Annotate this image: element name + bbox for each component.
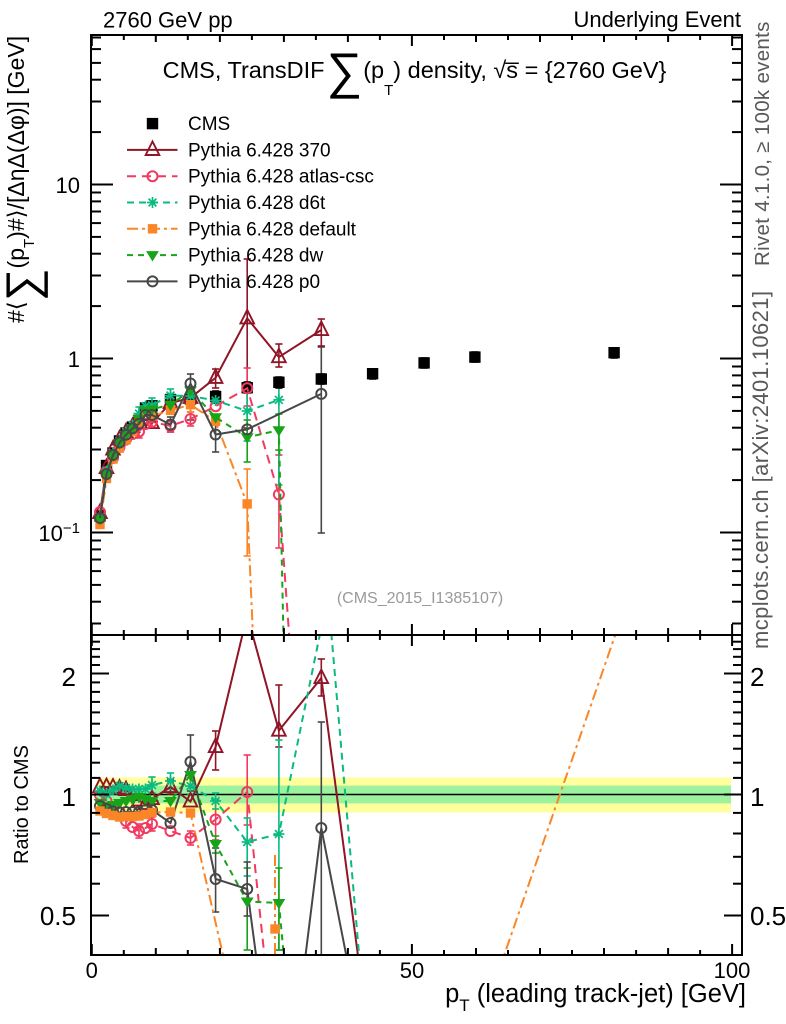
svg-text:Underlying Event: Underlying Event xyxy=(573,7,741,32)
svg-text:50: 50 xyxy=(400,958,424,983)
svg-text:#⟨∑(pT)#⟩/[ΔηΔ(Δφ)] [GeV]: #⟨∑(pT)#⟩/[ΔηΔ(Δφ)] [GeV] xyxy=(0,36,48,323)
svg-text:Pythia 6.428 dw: Pythia 6.428 dw xyxy=(188,246,323,267)
svg-text:10: 10 xyxy=(56,173,80,198)
svg-text:Pythia 6.428 p0: Pythia 6.428 p0 xyxy=(188,272,320,293)
svg-text:1: 1 xyxy=(62,782,76,812)
svg-text:1: 1 xyxy=(750,782,764,812)
svg-text:Pythia 6.428 d6t: Pythia 6.428 d6t xyxy=(188,193,326,214)
svg-text:Ratio to CMS: Ratio to CMS xyxy=(11,745,33,864)
svg-text:2: 2 xyxy=(62,662,76,692)
svg-text:2: 2 xyxy=(750,662,764,692)
svg-text:1: 1 xyxy=(68,347,80,372)
svg-text:0.5: 0.5 xyxy=(750,901,786,931)
svg-text:Pythia 6.428 370: Pythia 6.428 370 xyxy=(188,140,331,161)
svg-text:Pythia 6.428 atlas-csc: Pythia 6.428 atlas-csc xyxy=(188,167,374,188)
svg-text:0: 0 xyxy=(86,958,98,983)
svg-text:Pythia 6.428 default: Pythia 6.428 default xyxy=(188,219,357,240)
svg-text:mcplots.cern.ch [arXiv:2401.10: mcplots.cern.ch [arXiv:2401.10621] xyxy=(748,291,773,649)
svg-text:(CMS_2015_I1385107): (CMS_2015_I1385107) xyxy=(337,590,503,607)
svg-text:0.5: 0.5 xyxy=(40,901,76,931)
svg-text:2760 GeV pp: 2760 GeV pp xyxy=(103,8,233,33)
svg-text:100: 100 xyxy=(714,958,751,983)
svg-text:CMS: CMS xyxy=(188,114,230,135)
svg-text:Rivet 4.1.0, ≥ 100k events: Rivet 4.1.0, ≥ 100k events xyxy=(751,21,774,266)
